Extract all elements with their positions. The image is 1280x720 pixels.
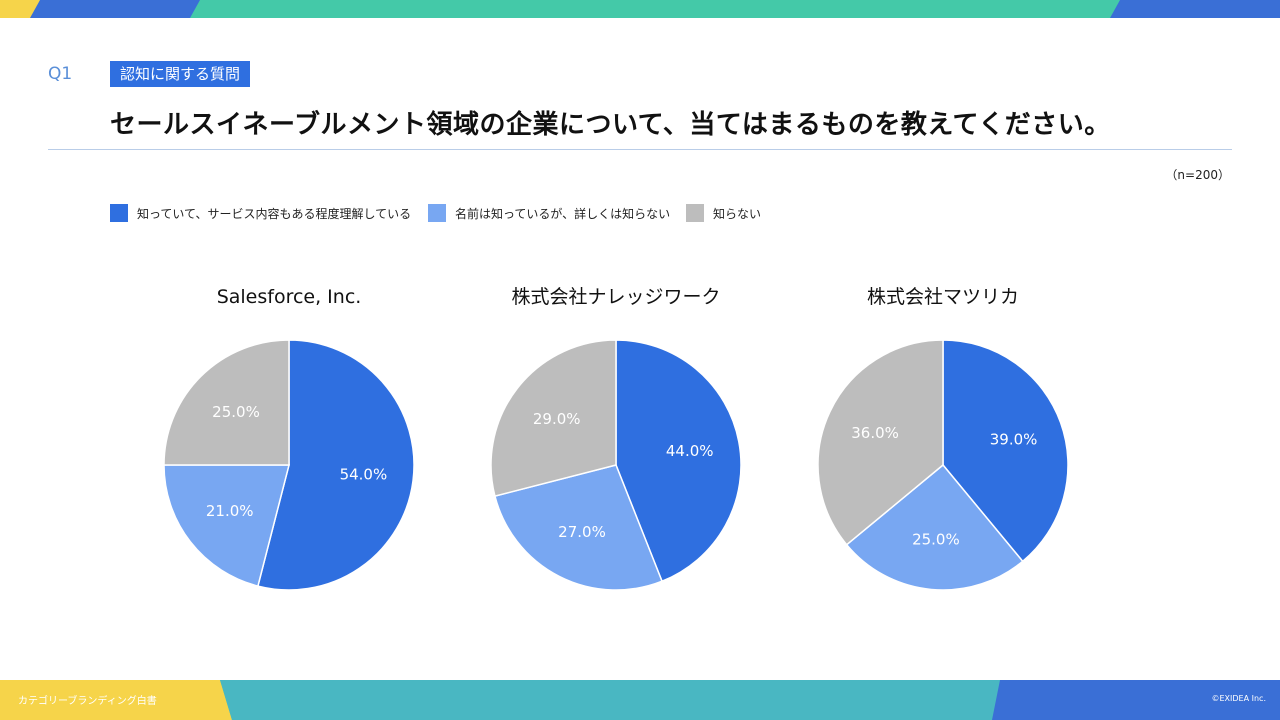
pie-data-label: 25.0% — [212, 403, 260, 421]
legend-item-unknown: 知らない — [686, 203, 761, 223]
legend-swatch-light-blue — [428, 204, 446, 222]
legend-label: 名前は知っているが、詳しくは知らない — [455, 206, 671, 221]
pie-title: 株式会社マツリカ — [867, 286, 1019, 308]
pie-slice-name-only — [163, 464, 290, 587]
pie-data-label: 25.0% — [912, 531, 960, 549]
pie-slice-unknown — [163, 339, 290, 466]
bottom-decorative-band — [0, 680, 1280, 720]
legend-swatch-gray — [686, 204, 704, 222]
pie-slice-name-only — [494, 464, 663, 591]
pie-data-label: 21.0% — [206, 502, 254, 520]
sample-size-label: （n=200） — [1165, 168, 1230, 182]
legend-label: 知っていて、サービス内容もある程度理解している — [137, 206, 412, 221]
pie-slice-understand — [942, 339, 1069, 563]
pie-data-label: 29.0% — [533, 410, 581, 428]
footer-publication: カテゴリーブランディング白書 — [18, 696, 157, 707]
pie-title: Salesforce, Inc. — [217, 286, 362, 308]
pie-data-label: 54.0% — [340, 465, 388, 483]
footer-copyright: ©EXIDEA Inc. — [1211, 694, 1267, 703]
pie-slice-name-only — [845, 463, 1024, 591]
pie-data-label: 36.0% — [851, 424, 899, 442]
pie-title: 株式会社ナレッジワーク — [511, 286, 720, 308]
page-title: セールスイネーブルメント領域の企業について、当てはまるものを教えてください。 — [110, 110, 1111, 140]
legend-item-understand: 知っていて、サービス内容もある程度理解している — [110, 203, 411, 223]
pie-slice-unknown — [490, 339, 617, 498]
pie-data-label: 39.0% — [990, 431, 1038, 449]
pie-slice-unknown — [817, 339, 944, 546]
pie-data-label: 44.0% — [666, 442, 714, 460]
title-divider — [48, 149, 1232, 150]
category-badge: 認知に関する質問 — [110, 61, 251, 87]
legend-label: 知らない — [713, 206, 762, 221]
question-number: Q1 — [48, 64, 73, 84]
legend-item-name-only: 名前は知っているが、詳しくは知らない — [428, 203, 670, 223]
top-decorative-band — [0, 0, 1280, 18]
pie-data-label: 27.0% — [558, 523, 606, 541]
legend-swatch-dark-blue — [110, 204, 128, 222]
pie-slice-understand — [256, 339, 415, 591]
pie-slice-understand — [615, 339, 742, 583]
